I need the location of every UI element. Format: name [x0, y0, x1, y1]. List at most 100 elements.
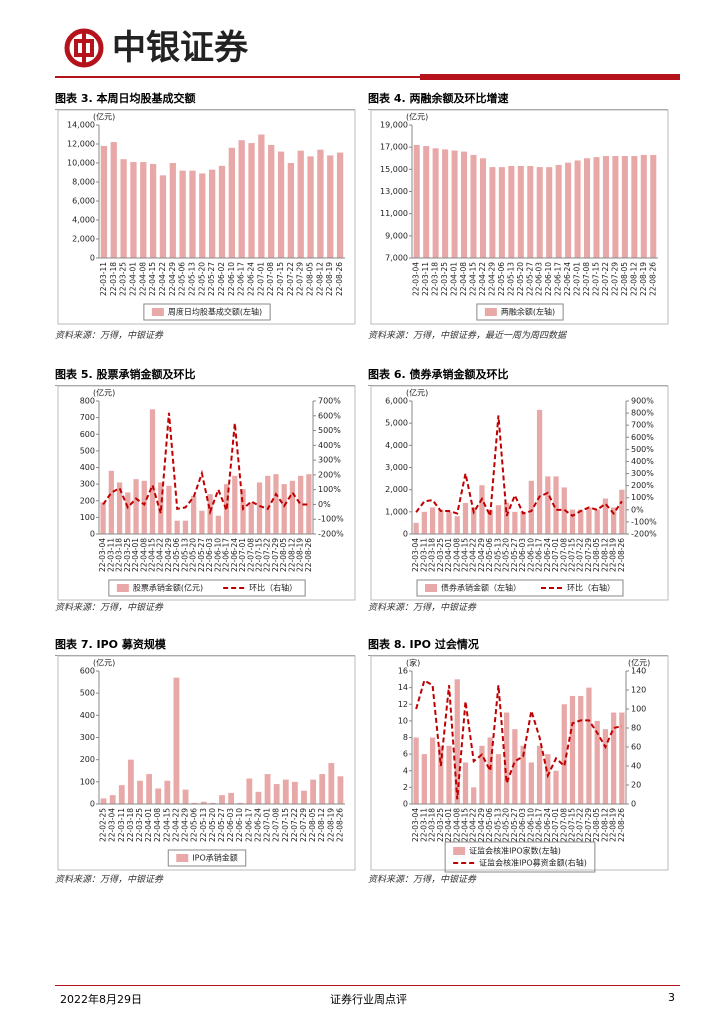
header: 中银证券: [55, 28, 680, 80]
bar: [155, 788, 162, 804]
legend-item: IPO承销金额: [176, 853, 238, 863]
unit-label: (亿元): [93, 388, 115, 398]
bar: [512, 511, 518, 534]
legend-label: 证监会核准IPO募资金额(右轴): [479, 858, 587, 868]
x-tick-label: 22-03-11: [419, 808, 428, 842]
bar: [256, 482, 263, 534]
bar: [555, 164, 562, 258]
y2-tick-label: 140: [631, 667, 646, 676]
y2-tick-label: 700%: [318, 397, 341, 406]
legend-box: [444, 841, 596, 873]
bar: [650, 154, 657, 258]
bar: [569, 695, 576, 804]
x-tick-label: 22-08-26: [617, 538, 626, 572]
x-tick-label: 22-04-08: [153, 808, 162, 842]
y-tick-label: 12,000: [67, 140, 95, 149]
bar: [209, 802, 216, 804]
x-tick-label: 22-04-01: [444, 808, 453, 842]
x-tick-label: 22-05-13: [493, 538, 502, 572]
chart-frame: [57, 109, 356, 325]
x-tick-label: 22-04-01: [450, 262, 459, 296]
bar: [232, 475, 238, 534]
x-tick-label: 22-04-29: [168, 262, 177, 296]
legend-label: 债券承销金额（左轴）: [441, 583, 521, 593]
x-tick-label: 22-06-17: [535, 808, 544, 842]
y-tick-label: 4: [403, 766, 408, 775]
y-tick-label: 500: [80, 446, 95, 455]
y-tick-label: 4,000: [72, 216, 95, 225]
x-tick-label: 22-08-19: [326, 808, 335, 842]
bar: [489, 167, 496, 258]
bar: [265, 475, 271, 534]
bar: [574, 160, 581, 258]
bar: [508, 166, 515, 258]
bar: [520, 511, 526, 534]
figure-title: 图表 6. 债券承销金额及环比: [368, 366, 668, 386]
bar: [446, 745, 452, 804]
x-tick-label: 22-04-22: [469, 538, 478, 572]
bar: [307, 156, 314, 258]
x-tick-label: 22-05-20: [502, 808, 511, 842]
line-series: [415, 415, 623, 520]
y2-tick-label: 0: [631, 800, 636, 809]
bar: [164, 780, 171, 804]
legend-item: 股票承销金额(亿元): [116, 583, 203, 593]
x-tick-label: 22-08-26: [617, 808, 626, 842]
unit-label: (亿元): [628, 658, 650, 668]
y-tick-label: 2: [403, 783, 408, 792]
bar: [429, 737, 436, 804]
legend-box: [167, 849, 247, 867]
bar: [602, 498, 609, 534]
y2-tick-label: 80: [631, 724, 641, 733]
x-tick-label: 22-04-01: [444, 538, 453, 572]
chart: (亿元) 0 1,000 2,000 3,000 4,000 5,000 6,000 -200%…: [370, 385, 669, 601]
x-tick-label: 22-04-15: [148, 538, 157, 572]
y2-tick-label: 100%: [318, 485, 341, 494]
x-tick-label: 22-08-05: [308, 808, 317, 842]
footer-date: 2022年8月29日: [60, 993, 142, 1006]
bar: [594, 720, 600, 804]
x-tick-label: 22-05-06: [497, 262, 506, 296]
bar: [328, 762, 335, 804]
figure-title: 图表 4. 两融余额及环比增速: [368, 90, 668, 110]
y-tick-label: 700: [80, 413, 95, 422]
bar: [471, 787, 477, 804]
x-tick-label: 22-07-15: [592, 262, 601, 296]
bar: [512, 729, 518, 804]
bar: [100, 502, 106, 534]
x-tick-label: 22-07-22: [286, 262, 295, 296]
bar: [569, 509, 576, 534]
x-tick-label: 22-04-08: [138, 262, 147, 296]
y2-tick-label: 0%: [318, 500, 331, 509]
bar: [137, 780, 143, 804]
bar: [127, 759, 134, 804]
x-tick-label: 22-04-29: [181, 808, 190, 842]
x-tick-label: 22-04-15: [162, 808, 171, 842]
x-tick-label: 22-08-26: [335, 262, 344, 296]
x-tick-label: 22-08-05: [592, 808, 601, 842]
bar: [141, 480, 147, 534]
bar: [159, 175, 167, 258]
bar: [451, 150, 458, 258]
y2-tick-label: 500%: [631, 445, 654, 454]
bar: [602, 729, 609, 804]
legend-swatch: [151, 308, 164, 316]
legend-item: 环比（右轴）: [541, 583, 615, 593]
bar: [240, 489, 246, 534]
y-tick-label: 14: [398, 683, 408, 692]
y-tick-label: 12: [398, 700, 408, 709]
bar: [109, 795, 116, 804]
bar: [238, 140, 245, 258]
bar: [528, 480, 534, 534]
footer-rule: [55, 985, 680, 986]
bar: [281, 484, 287, 534]
bar: [264, 774, 271, 804]
line-series: [415, 678, 623, 800]
x-tick-label: 22-06-17: [222, 538, 231, 572]
chart: (亿元) 0 2,000 4,000 6,000 8,000 10,000 12,000 14,…: [57, 109, 356, 325]
x-tick-label: 22-06-17: [535, 538, 544, 572]
bar: [471, 507, 477, 534]
header-band: [420, 74, 680, 80]
y-tick-label: 13,000: [380, 187, 408, 196]
bar: [462, 502, 469, 534]
